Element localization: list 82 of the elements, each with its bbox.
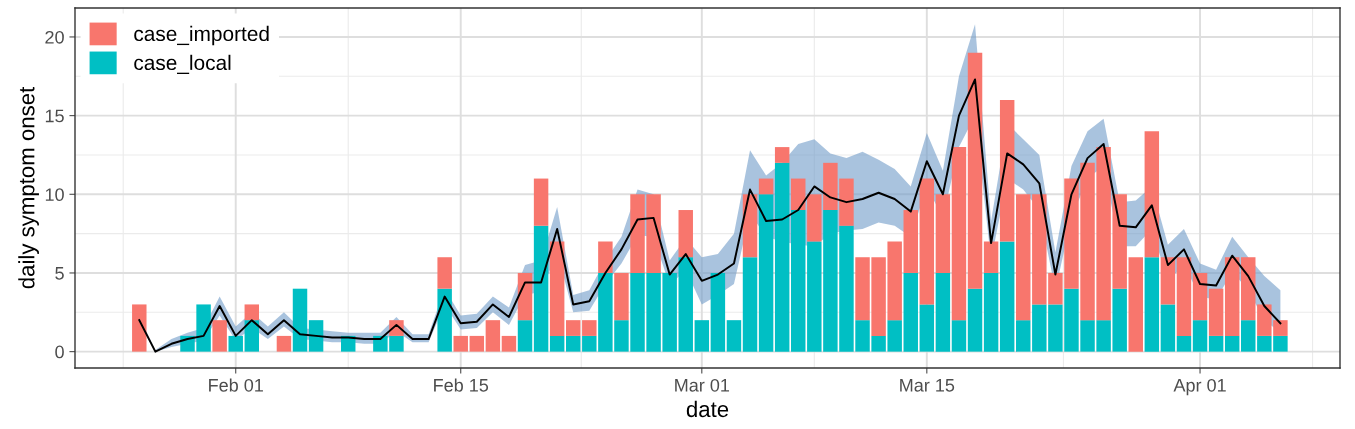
bar bbox=[694, 320, 710, 352]
bar bbox=[678, 257, 693, 352]
x-tick-label: Feb 15 bbox=[434, 378, 489, 392]
bar bbox=[228, 335, 243, 352]
bar bbox=[276, 335, 292, 352]
y-tick-label: 10 bbox=[45, 188, 64, 202]
bar bbox=[549, 241, 565, 336]
bar bbox=[983, 241, 999, 273]
bar bbox=[1144, 257, 1160, 352]
bar bbox=[453, 335, 468, 352]
bar bbox=[903, 210, 918, 273]
y-tick-label: 20 bbox=[45, 30, 64, 44]
bar bbox=[951, 147, 967, 321]
bar bbox=[469, 335, 485, 352]
bar bbox=[919, 178, 935, 305]
legend-label: case_imported bbox=[134, 25, 269, 46]
bar bbox=[566, 320, 581, 336]
bar bbox=[1016, 320, 1031, 352]
bar bbox=[935, 272, 951, 352]
bar bbox=[774, 147, 790, 163]
bar bbox=[501, 335, 517, 352]
bar bbox=[726, 320, 742, 352]
bar bbox=[1224, 335, 1240, 352]
y-axis-title: daily symptom onset bbox=[18, 86, 39, 289]
y-tick-label: 0 bbox=[55, 345, 64, 359]
bar bbox=[582, 320, 597, 336]
x-tick-label: Feb 01 bbox=[209, 378, 263, 392]
bar bbox=[983, 272, 999, 352]
bar bbox=[1192, 272, 1208, 321]
x-tick-label: Apr 01 bbox=[1173, 378, 1226, 396]
bar bbox=[614, 272, 629, 321]
bar bbox=[678, 210, 693, 258]
bar bbox=[774, 162, 790, 352]
bar bbox=[1208, 288, 1224, 336]
bar bbox=[1192, 320, 1208, 352]
bar bbox=[533, 225, 549, 352]
bar bbox=[1208, 335, 1224, 352]
bar bbox=[1160, 304, 1176, 352]
bar bbox=[244, 304, 260, 321]
bar bbox=[758, 194, 774, 352]
bar bbox=[951, 320, 967, 352]
bar bbox=[903, 272, 918, 352]
bar bbox=[1160, 257, 1176, 305]
y-tick-label: 15 bbox=[45, 109, 64, 123]
legend-label: case_local bbox=[134, 54, 231, 75]
bar bbox=[517, 320, 533, 352]
bar bbox=[598, 241, 613, 273]
bar bbox=[791, 210, 806, 352]
bar bbox=[1241, 257, 1256, 321]
bar bbox=[292, 288, 308, 352]
x-axis-title: date bbox=[686, 400, 729, 418]
bar bbox=[742, 257, 758, 352]
bar bbox=[1144, 131, 1160, 258]
bar bbox=[919, 304, 935, 352]
bar bbox=[999, 241, 1015, 352]
bar bbox=[308, 320, 324, 352]
bar bbox=[1241, 320, 1256, 352]
bar bbox=[967, 288, 983, 352]
bar bbox=[549, 335, 565, 352]
bar bbox=[1016, 194, 1031, 321]
bar bbox=[533, 178, 549, 226]
bar bbox=[999, 99, 1015, 242]
y-tick-label: 5 bbox=[55, 267, 64, 280]
bar bbox=[1224, 257, 1240, 336]
bar bbox=[566, 335, 581, 352]
bar bbox=[1128, 257, 1143, 352]
bar bbox=[967, 52, 983, 289]
line-series bbox=[138, 78, 1282, 353]
bar bbox=[485, 320, 501, 352]
bar bbox=[1176, 335, 1192, 352]
bar bbox=[1176, 257, 1192, 336]
bar bbox=[244, 320, 260, 352]
bar bbox=[437, 288, 452, 352]
x-tick-label: Mar 15 bbox=[900, 379, 955, 392]
bar bbox=[132, 304, 147, 352]
x-tick-label: Mar 01 bbox=[675, 378, 730, 392]
bar bbox=[791, 178, 806, 211]
bar bbox=[437, 257, 452, 289]
bar bbox=[758, 178, 774, 195]
bar bbox=[212, 320, 227, 352]
bar bbox=[935, 194, 951, 273]
bar bbox=[710, 272, 726, 352]
